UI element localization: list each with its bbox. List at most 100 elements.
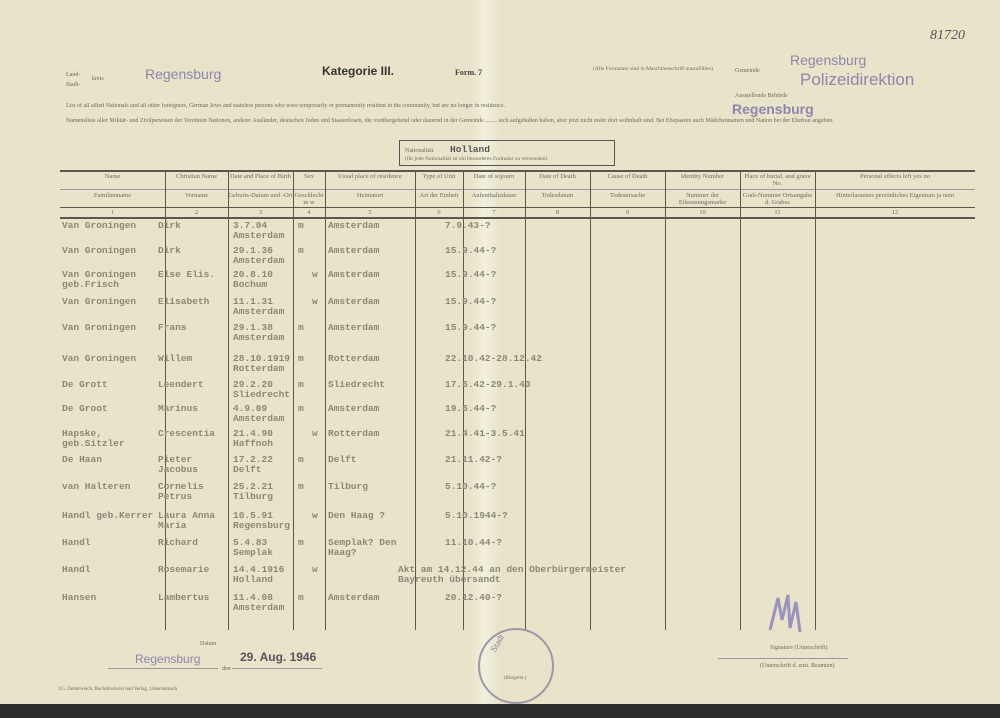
row-birth-place: Tilburg: [233, 491, 273, 502]
row-birth-date: 17.2.22: [233, 454, 273, 465]
column-header-de: Art der Einheit: [419, 192, 459, 199]
column-divider: [228, 170, 229, 630]
kreis-stamp: Regensburg: [145, 66, 222, 82]
row-birth-place: Semplak: [233, 547, 273, 558]
row-sojourn: 15.9.44-?: [445, 322, 497, 333]
column-divider: [665, 170, 666, 630]
row-name: Hansen: [62, 592, 97, 603]
handwritten-signature: [768, 594, 802, 633]
column-header-en: Date of sojourn: [473, 173, 515, 180]
row-birth-place: Rotterdam: [233, 363, 285, 374]
row-name: Handl geb.Kerrer: [62, 510, 154, 521]
authority-stamp: Polizeidirektion: [800, 70, 915, 89]
row-sojourn: 15.9.44-?: [445, 269, 497, 280]
column-number: 10: [699, 209, 706, 216]
column-header-de: Geschlecht m w: [294, 192, 324, 206]
row-sojourn: 5.10.44-?: [445, 481, 497, 492]
row-sex: m: [298, 454, 304, 465]
row-birth-date: 29.2.20: [233, 379, 273, 390]
row-residence: Den Haag ?: [328, 510, 386, 521]
row-sojourn: 5.10.1944-?: [445, 510, 508, 521]
official-seal: Stadt (Bürgerm.): [478, 628, 554, 704]
row-sojourn: 22.10.42-28.12.42: [445, 353, 542, 364]
row-birth-date: 3.7.04: [233, 220, 268, 231]
row-sojourn: 21.11.42-?: [445, 454, 503, 465]
row-birth-date: 29.1.36: [233, 245, 273, 256]
row-sojourn: 19.6.44-?: [445, 403, 497, 414]
row-birth-date: 20.8.10: [233, 269, 273, 280]
category-title: Kategorie III.: [322, 64, 395, 78]
column-divider: [463, 170, 464, 630]
column-divider: [815, 170, 816, 630]
nationality-value: Holland: [450, 144, 490, 155]
column-number: 8: [555, 209, 560, 216]
row-first-name: Else Elis.: [158, 269, 216, 280]
row-first-name: Dirk: [158, 220, 181, 231]
row-sex: m: [298, 245, 304, 256]
column-number: 4: [307, 209, 311, 216]
row-residence: Rotterdam: [328, 428, 380, 439]
row-residence: Delft: [328, 454, 357, 465]
gemeinde-label: Gemeinde: [735, 68, 760, 74]
row-first-name: Elisabeth: [158, 296, 210, 307]
column-header-en: Date of Death: [539, 173, 576, 180]
row-sojourn: 17.6.42-29.1.43: [445, 379, 531, 390]
column-header-en: Personal effects left yes no: [860, 173, 930, 180]
date-line: [232, 668, 322, 669]
form-note: (Alle Formulare sind in Maschinenschrift…: [593, 66, 713, 72]
column-divider: [293, 170, 294, 630]
column-header-de: Geburts-Datum und -Ort: [228, 192, 293, 199]
column-header-de: Todesdatum: [541, 192, 574, 199]
row-sex: m: [298, 537, 304, 548]
row-residence: Amsterdam: [328, 322, 380, 333]
row-first-name: Leendert: [158, 379, 204, 390]
column-number: 2: [194, 209, 199, 216]
column-header-de: Aufenthaltsdauer: [471, 192, 517, 199]
row-sojourn: Akt am 14.12.44 an den Oberbürgermeister…: [398, 564, 627, 585]
row-first-name: Dirk: [158, 245, 181, 256]
row-sex: w: [312, 269, 318, 280]
seal-text: Stadt: [488, 632, 507, 654]
column-header-de: Nummer der Erkennungsmarke: [678, 192, 727, 206]
row-name: De Grott: [62, 379, 108, 390]
row-sex: w: [312, 510, 318, 521]
printer-imprint: J.G. Dotterweich, Buchdruckerei und Verl…: [58, 687, 178, 692]
column-header-en: Identity Number: [680, 173, 725, 180]
column-divider: [740, 170, 741, 630]
row-residence: Amsterdam: [328, 269, 380, 280]
column-divider: [165, 170, 166, 630]
row-first-name: Pieter Jacobus: [158, 454, 198, 475]
form-number: Form. 7: [455, 68, 483, 77]
fold-crease: [470, 0, 500, 704]
header-bottom-rule: [60, 207, 975, 208]
signature-line: [718, 658, 848, 659]
row-sojourn: 7.9.43-?: [445, 220, 491, 231]
column-number: 3: [258, 209, 263, 216]
row-birth-date: 10.5.91: [233, 510, 273, 521]
row-sojourn: 11.10.44-?: [445, 537, 503, 548]
row-birth-place: Holland: [233, 574, 273, 585]
authority-label: Ausstellende Behörde: [735, 93, 788, 99]
row-sojourn: 20.12.40-?: [445, 592, 503, 603]
row-birth-date: 14.4.1916: [233, 564, 285, 575]
row-first-name: Richard: [158, 537, 198, 548]
column-header-en: Name: [104, 173, 121, 180]
nationality-box: Nationalität Holland (für jede Nationali…: [399, 140, 615, 166]
row-name: van Halteren: [62, 481, 131, 492]
column-header-en: Date and Place of Birth: [229, 173, 291, 180]
row-name: Van Groningen geb.Frisch: [62, 269, 137, 290]
column-number: 1: [110, 209, 115, 216]
row-name: De Groot: [62, 403, 108, 414]
row-birth-place: Regensburg: [233, 520, 291, 531]
row-sex: m: [298, 353, 304, 364]
row-residence: Rotterdam: [328, 353, 380, 364]
column-header-en: Christian Name: [176, 173, 217, 180]
row-first-name: Laura Anna Maria: [158, 510, 216, 531]
column-header-de: Todesursache: [609, 192, 646, 199]
row-birth-place: Amsterdam: [233, 602, 285, 613]
row-birth-date: 25.2.21: [233, 481, 273, 492]
row-birth-date: 4.9.09: [233, 403, 268, 414]
row-residence: Amsterdam: [328, 296, 380, 307]
number-row-rule: [60, 217, 975, 219]
